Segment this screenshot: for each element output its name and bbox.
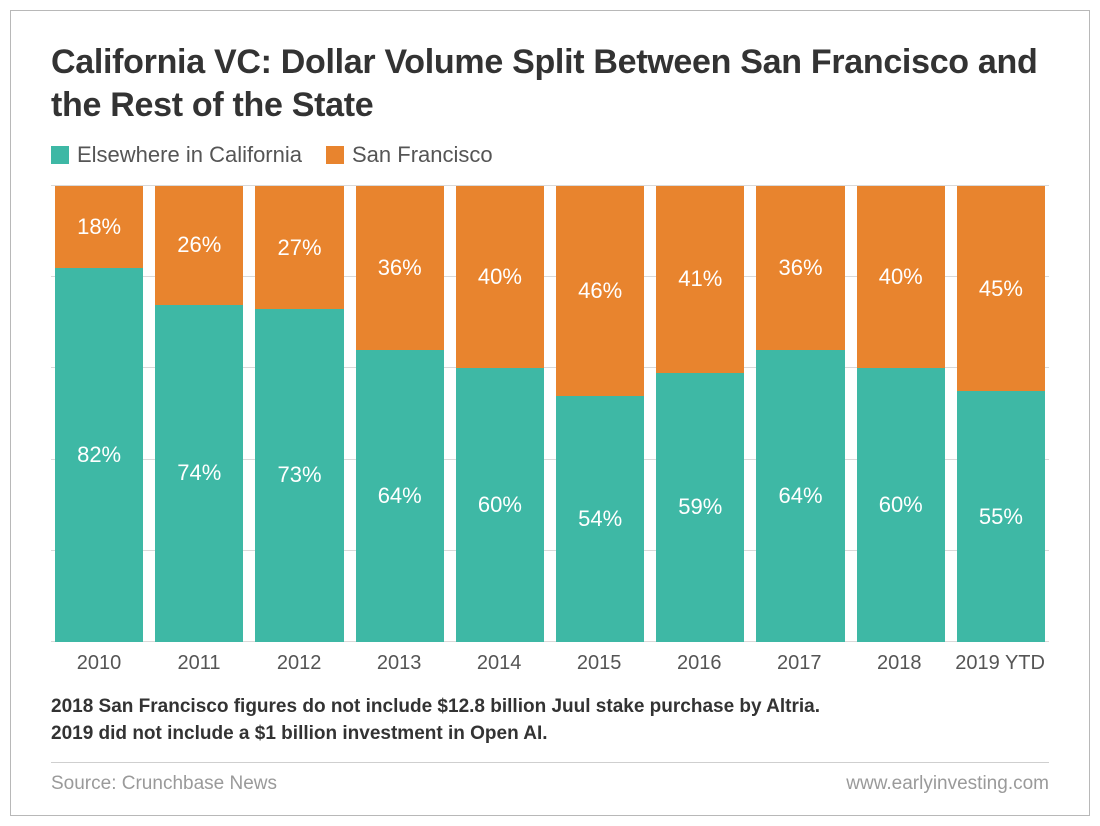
bar-column: 26%74%	[155, 186, 243, 642]
legend-swatch-sf	[326, 146, 344, 164]
bar-segment-elsewhere: 60%	[857, 368, 945, 642]
bar-segment-elsewhere: 73%	[255, 309, 343, 642]
bar-segment-sf: 26%	[155, 186, 243, 305]
bar-segment-sf: 45%	[957, 186, 1045, 391]
x-axis: 2010 2011 2012 2013 2014 2015 2016 2017 2018 2019…	[51, 642, 1049, 675]
chart-area: 18%82%26%74%27%73%36%64%40%60%46%54%41%5…	[51, 186, 1049, 675]
bar-segment-elsewhere: 55%	[957, 391, 1045, 642]
bar-segment-elsewhere: 64%	[756, 350, 844, 642]
bottom-row: Source: Crunchbase News www.earlyinvesti…	[51, 773, 1049, 795]
bar-segment-elsewhere: 82%	[55, 268, 143, 642]
bar-column: 27%73%	[255, 186, 343, 642]
bar-segment-sf: 41%	[656, 186, 744, 373]
chart-title: California VC: Dollar Volume Split Betwe…	[51, 41, 1049, 126]
bar-column: 40%60%	[857, 186, 945, 642]
divider	[51, 762, 1049, 763]
plot-area: 18%82%26%74%27%73%36%64%40%60%46%54%41%5…	[51, 186, 1049, 642]
x-axis-label: 2011	[155, 652, 243, 675]
legend-swatch-elsewhere	[51, 146, 69, 164]
bar-segment-sf: 36%	[356, 186, 444, 350]
x-axis-label: 2014	[455, 652, 543, 675]
bar-column: 36%64%	[756, 186, 844, 642]
bar-segment-sf: 46%	[556, 186, 644, 396]
x-axis-label: 2016	[655, 652, 743, 675]
chart-frame: California VC: Dollar Volume Split Betwe…	[10, 10, 1090, 816]
x-axis-label: 2019 YTD	[955, 652, 1045, 675]
bar-segment-elsewhere: 64%	[356, 350, 444, 642]
bar-column: 41%59%	[656, 186, 744, 642]
bar-segment-elsewhere: 74%	[155, 305, 243, 642]
bar-segment-sf: 27%	[255, 186, 343, 309]
bar-segment-sf: 18%	[55, 186, 143, 268]
x-axis-label: 2015	[555, 652, 643, 675]
bar-column: 45%55%	[957, 186, 1045, 642]
legend-label-sf: San Francisco	[352, 142, 493, 168]
x-axis-label: 2017	[755, 652, 843, 675]
source-label: Source: Crunchbase News	[51, 773, 277, 795]
x-axis-label: 2018	[855, 652, 943, 675]
footnote-line2: 2019 did not include a $1 billion invest…	[51, 720, 1049, 748]
bar-segment-sf: 40%	[456, 186, 544, 368]
footnote-line1: 2018 San Francisco figures do not includ…	[51, 693, 1049, 721]
legend-label-elsewhere: Elsewhere in California	[77, 142, 302, 168]
bar-column: 18%82%	[55, 186, 143, 642]
bar-segment-elsewhere: 60%	[456, 368, 544, 642]
legend-item-sf: San Francisco	[326, 142, 493, 168]
bar-segment-elsewhere: 54%	[556, 396, 644, 642]
x-axis-label: 2010	[55, 652, 143, 675]
bar-column: 40%60%	[456, 186, 544, 642]
bar-segment-elsewhere: 59%	[656, 373, 744, 642]
legend: Elsewhere in California San Francisco	[51, 142, 1049, 168]
bar-column: 36%64%	[356, 186, 444, 642]
bar-segment-sf: 36%	[756, 186, 844, 350]
bar-column: 46%54%	[556, 186, 644, 642]
attribution-label: www.earlyinvesting.com	[846, 773, 1049, 795]
x-axis-label: 2012	[255, 652, 343, 675]
bar-segment-sf: 40%	[857, 186, 945, 368]
x-axis-label: 2013	[355, 652, 443, 675]
footnote: 2018 San Francisco figures do not includ…	[51, 693, 1049, 748]
legend-item-elsewhere: Elsewhere in California	[51, 142, 302, 168]
